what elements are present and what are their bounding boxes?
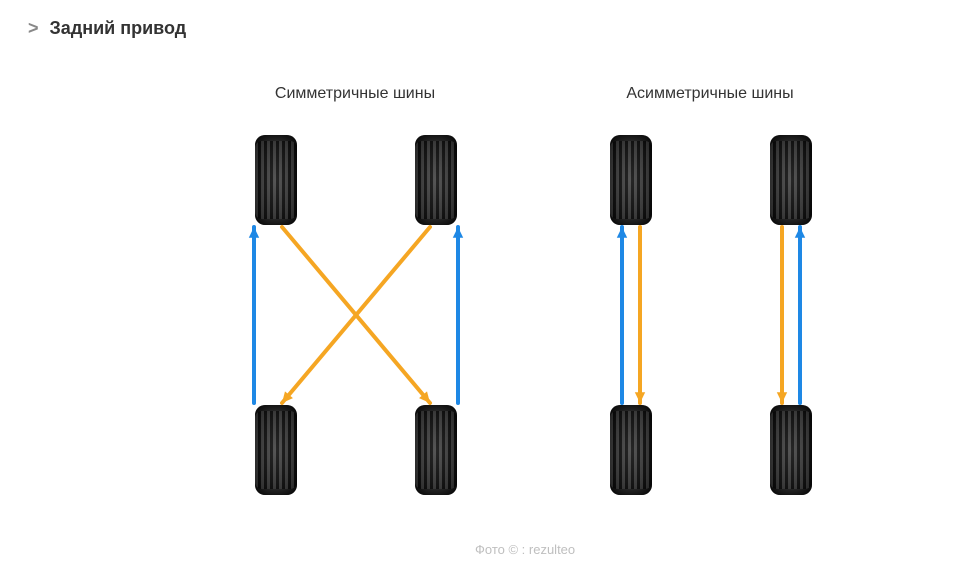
arrows-asymmetric bbox=[580, 115, 840, 515]
chevron-icon: > bbox=[28, 18, 39, 38]
photo-credit: Фото © : rezulteo bbox=[475, 542, 575, 557]
diagram-symmetric: Симметричные шины bbox=[225, 115, 485, 515]
diagram-label: Асимметричные шины bbox=[580, 85, 840, 103]
page-title: > Задний привод bbox=[28, 18, 186, 39]
arrows-symmetric bbox=[225, 115, 485, 515]
diagram-label: Симметричные шины bbox=[225, 85, 485, 103]
diagram-asymmetric: Асимметричные шины bbox=[580, 115, 840, 515]
title-text: Задний привод bbox=[50, 18, 187, 38]
